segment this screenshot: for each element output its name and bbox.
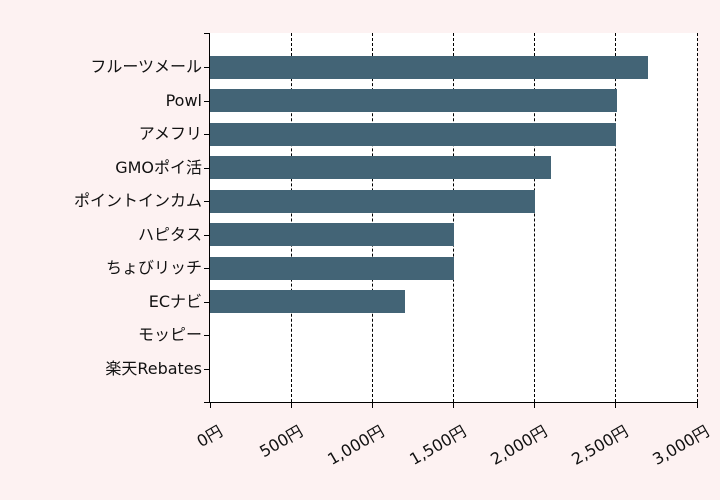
bar <box>210 55 649 79</box>
y-axis-end-tick <box>204 33 210 34</box>
x-tick <box>534 402 536 408</box>
x-tick-label: 3,000円 <box>649 421 713 469</box>
bar <box>210 290 405 313</box>
x-tick <box>696 402 698 408</box>
y-tick <box>204 268 210 269</box>
bar <box>210 156 551 179</box>
x-axis <box>204 402 698 403</box>
x-tick-label: 500円 <box>256 421 307 462</box>
gridline <box>534 33 536 402</box>
y-axis <box>209 33 210 403</box>
gridline <box>453 33 454 402</box>
y-category-label: ちょびリッチ <box>105 258 202 277</box>
x-tick <box>371 402 373 408</box>
y-category-label: ECナビ <box>148 291 202 311</box>
x-tick <box>209 402 211 408</box>
bar <box>210 89 618 112</box>
gridline <box>615 33 617 402</box>
gridline <box>371 33 373 402</box>
bar <box>210 223 454 246</box>
y-category-label: 楽天Rebates <box>105 358 202 378</box>
y-tick <box>204 234 210 236</box>
gridline <box>696 33 698 402</box>
y-tick <box>204 335 210 336</box>
x-tick-label: 0円 <box>193 421 226 452</box>
x-tick <box>615 402 617 408</box>
x-tick-label: 1,000円 <box>324 421 388 469</box>
x-tick-label: 2,000円 <box>486 421 550 469</box>
y-category-label: ポイントインカム <box>73 191 202 210</box>
x-tick <box>453 402 454 408</box>
x-tick-label: 2,500円 <box>568 421 632 469</box>
bar <box>210 256 454 280</box>
bar <box>210 189 535 213</box>
y-category-label: ハピタス <box>137 224 202 244</box>
x-tick <box>290 402 292 408</box>
y-tick <box>204 67 210 68</box>
y-tick <box>204 368 210 370</box>
y-category-label: GMOポイ活 <box>115 157 202 177</box>
plot-area <box>210 33 698 402</box>
y-axis-end-tick <box>204 402 210 403</box>
x-tick-label: 1,500円 <box>405 421 469 469</box>
y-tick <box>204 167 210 169</box>
gridline <box>290 33 292 402</box>
y-category-label: Powl <box>165 90 202 110</box>
y-category-label: アメフリ <box>138 124 202 143</box>
y-category-label: フルーツメール <box>90 57 202 76</box>
y-tick <box>204 201 210 202</box>
y-category-label: モッピー <box>137 325 202 344</box>
bar <box>210 122 616 146</box>
y-tick <box>204 134 210 135</box>
y-tick <box>204 301 210 303</box>
y-tick <box>204 100 210 102</box>
